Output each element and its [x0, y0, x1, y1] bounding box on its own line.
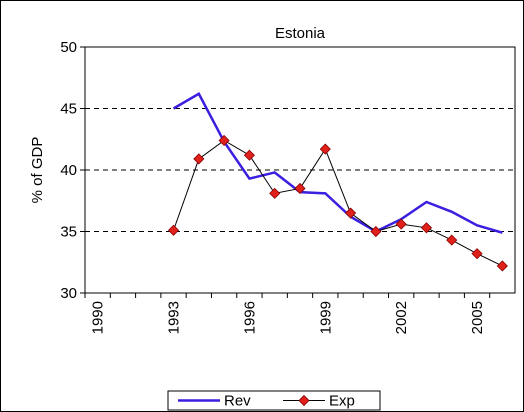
legend-label: Exp	[329, 393, 355, 410]
x-tick-label: 1993	[166, 301, 183, 334]
chart-title: Estonia	[275, 25, 326, 42]
marker	[395, 218, 407, 230]
y-axis-label: % of GDP	[29, 137, 46, 204]
marker	[218, 134, 230, 147]
marker	[446, 234, 458, 246]
legend-label: Rev	[224, 393, 251, 410]
x-tick-label: 2005	[469, 301, 486, 334]
plot-area	[84, 46, 516, 294]
marker	[345, 207, 357, 219]
y-tick-label: 50	[60, 39, 77, 56]
x-tick-label: 1990	[90, 301, 107, 334]
marker	[294, 182, 306, 195]
y-tick-label: 30	[60, 285, 77, 302]
legend: Rev Exp	[167, 390, 381, 411]
legend-marker	[298, 394, 310, 407]
marker	[420, 222, 433, 234]
x-tick-label: 2002	[393, 301, 410, 334]
y-tick-label: 35	[60, 224, 77, 241]
y-tick-label: 45	[60, 101, 77, 118]
marker	[193, 153, 205, 165]
x-tick-label: 1999	[317, 301, 334, 334]
series-line	[173, 139, 503, 267]
marker	[319, 143, 331, 155]
marker	[243, 149, 255, 161]
y-tick-label: 40	[60, 162, 77, 179]
legend-box	[167, 390, 381, 411]
series-line	[172, 92, 503, 234]
x-tick-label: 1996	[241, 301, 258, 334]
marker	[167, 224, 180, 236]
marker	[496, 260, 508, 272]
marker	[471, 248, 483, 260]
marker	[269, 187, 281, 199]
marker	[370, 225, 382, 238]
